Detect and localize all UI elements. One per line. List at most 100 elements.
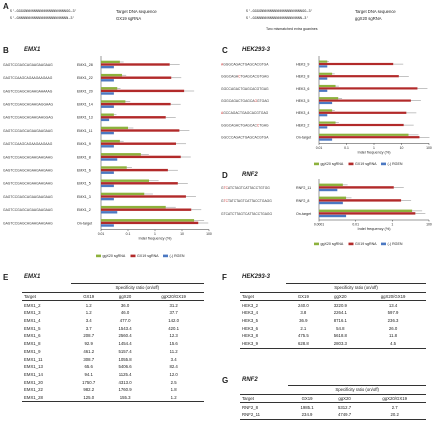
hek3-sequence: GGCCAGACTGAGCACGTGAG xyxy=(221,87,269,91)
hek3-table-cell: 26.0 xyxy=(388,325,398,331)
emx1-table-cell: 65.6 xyxy=(84,364,93,370)
table-row: HEK3_5 36.9 8716.1 236.3 xyxy=(240,317,426,325)
emx1-legend-swatch xyxy=(96,254,101,258)
emx1-legend-label: GX19 sgRNA xyxy=(137,254,159,258)
emx1-table-cell: 12.3 xyxy=(169,333,178,339)
panel-g-title: RNF2 xyxy=(242,377,258,383)
emx1-table-cell: EMX1_6 xyxy=(24,333,41,339)
rnf2-sequence: GTCATCTTAGTCATTACCTGAGG xyxy=(221,212,272,216)
emx1-table-cell: 1.2 xyxy=(143,393,204,403)
rnf2-table-specificity-header: Specificity ratio (on/off) xyxy=(288,385,426,395)
panel-a-right-sgrna-seq: 5'–GGNNNNNNNNNNNNNNNNNNNNN–3' xyxy=(246,17,309,21)
panel-a-right-sgrna-label: ggX20 sgRNA xyxy=(355,16,382,21)
hek3-table-specificity-header: Specificity ratio (on/off) xyxy=(286,283,426,293)
hek3-table-cell: HEK3_8 xyxy=(242,333,259,339)
hek3-bar-gx19sgrna xyxy=(319,75,399,78)
emx1-bar-ggx20sgrna xyxy=(101,153,141,156)
rnf2-sequence: GTCATCTAGTCATTACCTGTGG xyxy=(221,186,270,190)
table-row: EMX1_5 3.7 1543.4 420.1 xyxy=(22,324,204,332)
rnf2-bar-rgen xyxy=(319,214,347,218)
hek3-bar-gx19sgrna xyxy=(319,87,418,90)
emx1-category-label: EMX1_3 xyxy=(77,195,91,199)
emx1-sequence: GAGTCCGAGCAGAAGAAGAAG xyxy=(3,63,53,67)
hek3-bar-gx19sgrna xyxy=(319,62,394,66)
hek3-bar-ggx20sgrna xyxy=(319,60,328,63)
hek3-table-cell: 240.0 xyxy=(297,302,309,308)
panel-e-title: EMX1 xyxy=(24,274,41,280)
table-row: EMX1_28 125.0 155.3 1.2 xyxy=(22,393,204,403)
emx1-x-axis-label: Indel frequency (%) xyxy=(139,237,173,241)
emx1-bar-ggx20sgrna xyxy=(101,219,195,222)
emx1-bar-rgen xyxy=(101,197,114,201)
emx1-bar-gx19sgrna xyxy=(101,168,168,172)
hek3-table-column-header: GX19 xyxy=(286,292,321,302)
emx1-bar-gx19sgrna xyxy=(101,182,178,185)
emx1-bar-rgen xyxy=(101,131,114,135)
rnf2-legend-label: (-) RGEN xyxy=(388,242,403,246)
emx1-table-cell: 461.2 xyxy=(83,348,95,354)
emx1-bar-rgen xyxy=(101,184,114,188)
hek3-sequence: GGGCAGACTGAGCAGGTGAG xyxy=(221,99,269,103)
emx1-category-label: EMX1_28 xyxy=(77,63,93,67)
table-row: RNF2_11 234.9 4749.7 20.2 xyxy=(240,411,426,420)
hek3-table-cell: 597.9 xyxy=(387,310,399,316)
emx1-table-cell: EMX1_4 xyxy=(24,318,41,324)
emx1-table-cell: 420.1 xyxy=(168,325,180,331)
rnf2-x-tick-label: 0.01 xyxy=(352,223,359,227)
emx1-category-label: On-target xyxy=(77,221,92,225)
table-row: EMX1_11 308.7 1055.8 3.4 xyxy=(22,355,204,363)
hek3-bar-gx19sgrna xyxy=(319,111,407,114)
panel-a-right-target-seq: 5'–GGGGNNNNNNNNNNNNNNNNNNNGG–3' xyxy=(246,10,313,14)
hek3-table-cell: 3220.9 xyxy=(333,302,347,308)
panel-a-left-sgrna-label: GX19 sgRNA xyxy=(116,16,142,21)
hek3-table-cell: 3.8 xyxy=(300,310,307,316)
emx1-table-column-header: GX19 xyxy=(70,292,107,302)
rnf2-x-tick-label: 1 xyxy=(391,223,393,227)
hek3-category-label: HEK3_5 xyxy=(296,99,309,103)
emx1-category-label: EMX1_14 xyxy=(77,103,93,107)
panel-a-left-target-label: Target DNA sequence xyxy=(116,9,157,14)
rnf2-bar-rgen xyxy=(319,188,338,192)
hek3-bar-rgen xyxy=(319,126,328,129)
panel-a-mismatch-note: Two mismatched extra guanines xyxy=(266,27,318,31)
emx1-table-cell: 1.8 xyxy=(170,387,177,393)
panel-d-letter: D xyxy=(222,171,228,180)
emx1-bar-ggx20sgrna xyxy=(101,139,120,143)
rnf2-specificity-table: Specificity ratio (on/off) Target GX19 ggX2… xyxy=(240,385,426,420)
emx1-table-cell: 155.3 xyxy=(106,393,144,403)
emx1-bar-rgen xyxy=(101,79,114,82)
hek293-3-specificity-table: Specificity ratio (on/off) Target GX19 ggX2… xyxy=(240,283,426,349)
rnf2-table-cell: 5312.7 xyxy=(338,404,352,410)
hek3-table-column-header: ggX20 xyxy=(320,292,361,302)
emx1-category-label: EMX1_11 xyxy=(77,129,93,133)
emx1-bar-rgen xyxy=(101,145,114,148)
rnf2-category-label: On-target xyxy=(296,212,311,216)
emx1-bar-gx19sgrna xyxy=(101,155,181,159)
emx1-bar-gx19sgrna xyxy=(101,208,192,211)
hek3-x-tick-label: 10 xyxy=(400,146,404,150)
emx1-bar-rgen xyxy=(101,65,114,69)
emx1-x-tick-label: 0.1 xyxy=(126,232,131,236)
emx1-bar-rgen xyxy=(101,158,118,161)
emx1-table-cell: 5406.6 xyxy=(118,364,132,370)
rnf2-bar-ggx20sgrna xyxy=(319,183,343,186)
hek3-legend-label: (-) RGEN xyxy=(388,162,403,166)
emx1-table-cell: 1125.4 xyxy=(118,371,132,377)
rnf2-table-cell: RNF2_11 xyxy=(240,411,289,420)
rnf2-bar-ggx20sgrna xyxy=(319,196,347,199)
table-row: RNF2_8 1985.1 5312.7 2.7 xyxy=(240,403,426,411)
rnf2-table-cell: 1985.1 xyxy=(300,404,314,410)
emx1-table-cell: EMX1_11 xyxy=(24,356,43,362)
emx1-table-cell: EMX1_2 xyxy=(24,302,41,308)
rnf2-category-label: RNF2_11 xyxy=(296,186,311,190)
emx1-table-cell: 15.6 xyxy=(169,341,178,347)
table-row: EMX1_14 94.1 1125.4 12.0 xyxy=(22,371,204,379)
emx1-table-cell: EMX1_5 xyxy=(24,325,41,331)
table-row: EMX1_13 65.6 5406.6 82.4 xyxy=(22,363,204,371)
emx1-category-label: EMX1_9 xyxy=(77,142,91,146)
emx1-table-cell: 82.4 xyxy=(169,364,178,370)
hek3-category-label: HEK3_2 xyxy=(296,123,309,127)
panel-c-title: HEK293-3 xyxy=(242,47,271,53)
rnf2-table-column-header: GX19 xyxy=(288,394,326,404)
hek3-category-label: HEK3_8 xyxy=(296,75,309,79)
